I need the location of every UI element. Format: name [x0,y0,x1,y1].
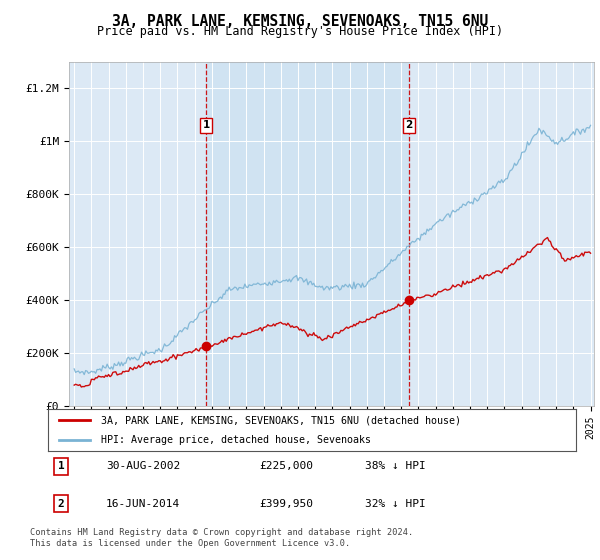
Text: 3A, PARK LANE, KEMSING, SEVENOAKS, TN15 6NU: 3A, PARK LANE, KEMSING, SEVENOAKS, TN15 … [112,14,488,29]
Text: 30-AUG-2002: 30-AUG-2002 [106,461,181,472]
Text: This data is licensed under the Open Government Licence v3.0.: This data is licensed under the Open Gov… [30,539,350,548]
Text: 2: 2 [406,120,413,130]
Text: HPI: Average price, detached house, Sevenoaks: HPI: Average price, detached house, Seve… [101,435,371,445]
Text: 32% ↓ HPI: 32% ↓ HPI [365,498,425,508]
Text: Price paid vs. HM Land Registry's House Price Index (HPI): Price paid vs. HM Land Registry's House … [97,25,503,38]
Bar [206,62,409,406]
Text: 38% ↓ HPI: 38% ↓ HPI [365,461,425,472]
Text: 3A, PARK LANE, KEMSING, SEVENOAKS, TN15 6NU (detached house): 3A, PARK LANE, KEMSING, SEVENOAKS, TN15 … [101,415,461,425]
Text: £225,000: £225,000 [259,461,313,472]
Text: 1: 1 [58,461,65,472]
Text: 16-JUN-2014: 16-JUN-2014 [106,498,181,508]
Text: £399,950: £399,950 [259,498,313,508]
Text: 2: 2 [58,498,65,508]
Text: 1: 1 [202,120,209,130]
Text: Contains HM Land Registry data © Crown copyright and database right 2024.: Contains HM Land Registry data © Crown c… [30,528,413,536]
